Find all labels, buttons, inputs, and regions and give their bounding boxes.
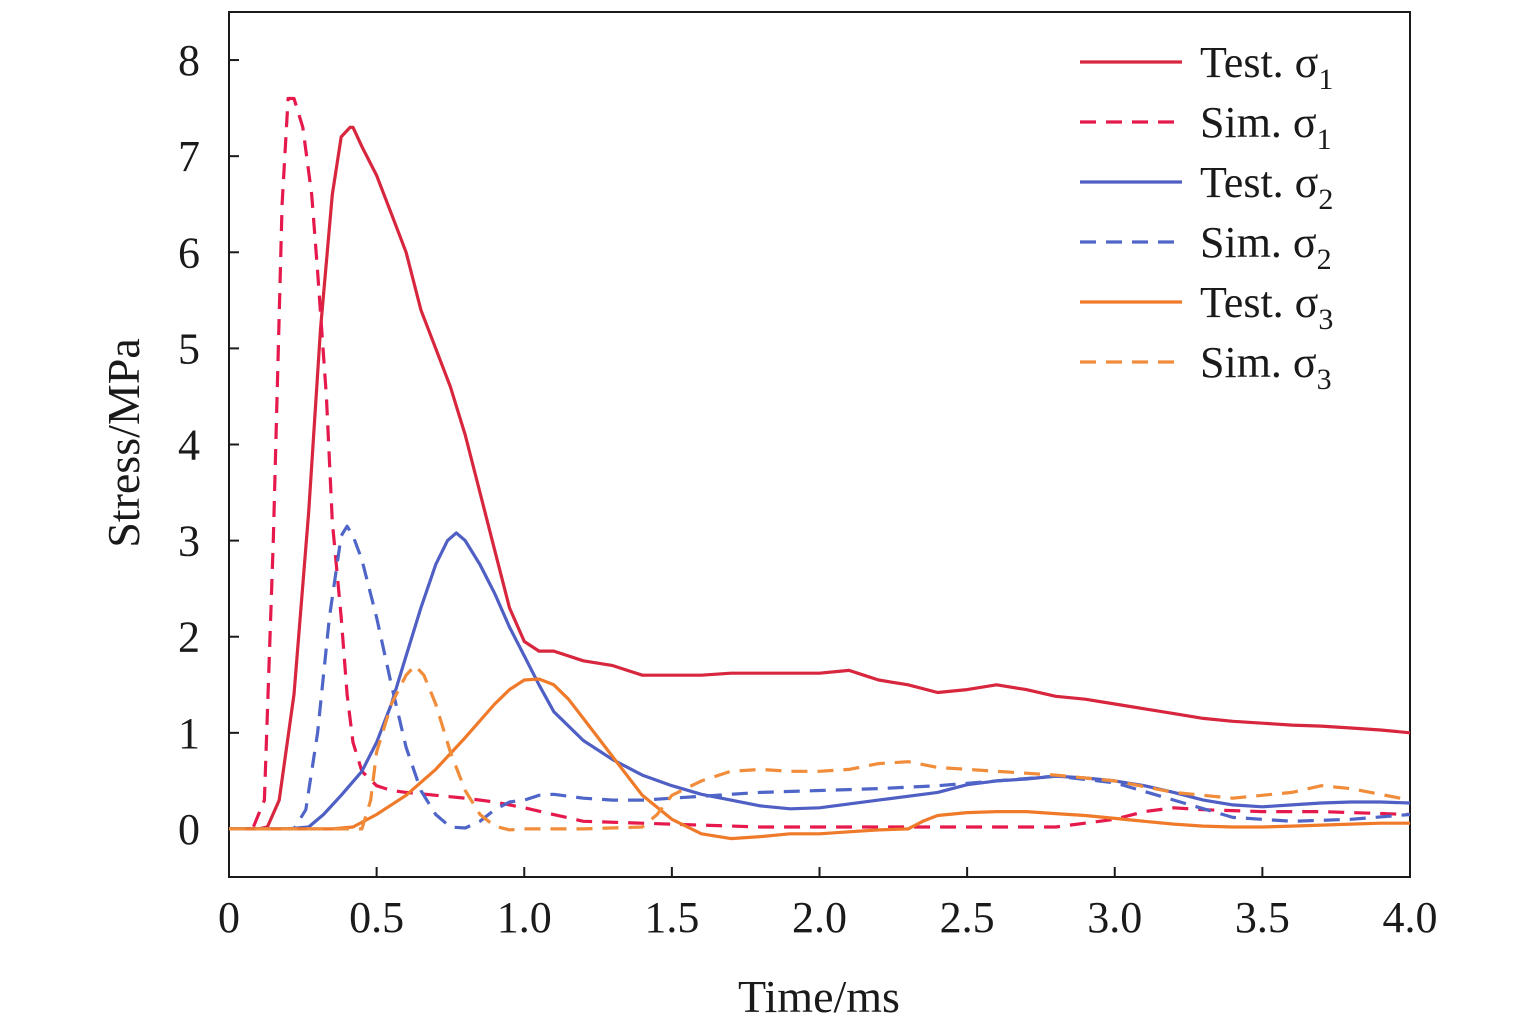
legend-label: Sim. σ1 (1200, 98, 1332, 156)
y-tick-label: 8 (178, 36, 200, 85)
y-axis-ticks: 0 1 2 3 4 5 6 7 8 (178, 36, 239, 854)
y-axis-title: Stress/MPa (98, 338, 149, 548)
x-tick-label: 3.0 (1087, 893, 1142, 942)
series-line-6 (229, 664, 1411, 832)
series-line-4 (229, 524, 1411, 831)
series-line-5 (229, 677, 1410, 841)
legend-label: Test. σ1 (1200, 38, 1333, 96)
x-tick-label: 3.5 (1235, 893, 1290, 942)
y-tick-label: 6 (178, 228, 200, 277)
x-axis-title: Time/ms (738, 971, 900, 1022)
legend-label: Test. σ2 (1200, 158, 1333, 216)
series-layer (229, 96, 1411, 841)
y-tick-label: 4 (178, 421, 200, 470)
x-tick-label: 1.0 (497, 893, 552, 942)
y-tick-label: 1 (178, 709, 200, 758)
y-tick-label: 7 (178, 132, 200, 181)
x-tick-label: 1.5 (644, 893, 699, 942)
x-tick-label: 0.5 (349, 893, 404, 942)
y-tick-label: 2 (178, 613, 200, 662)
y-tick-label: 0 (178, 805, 200, 854)
legend-label: Sim. σ3 (1200, 338, 1332, 396)
x-tick-label: 4.0 (1383, 893, 1438, 942)
x-tick-label: 0 (218, 893, 240, 942)
series-line-1 (229, 125, 1411, 831)
y-tick-label: 3 (178, 517, 200, 566)
series-line-2 (229, 96, 1411, 831)
series-line-3 (229, 531, 1411, 831)
y-tick-label: 5 (178, 324, 200, 373)
x-axis-ticks: 0 0.5 1.0 1.5 2.0 2.5 3.0 3.5 4.0 (218, 867, 1438, 942)
legend-label: Sim. σ2 (1200, 218, 1332, 276)
x-tick-label: 2.0 (792, 893, 847, 942)
x-tick-label: 2.5 (940, 893, 995, 942)
legend-label: Test. σ3 (1200, 278, 1333, 336)
